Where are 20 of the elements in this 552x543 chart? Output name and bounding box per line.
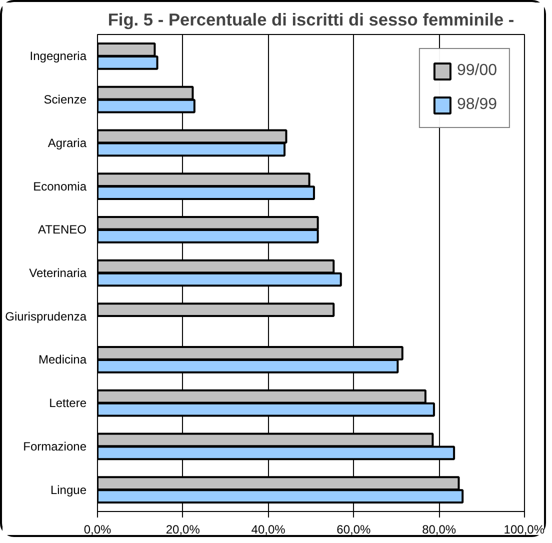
- legend-label: 98/99: [456, 96, 497, 114]
- y-tick-label: Lettere: [49, 396, 87, 410]
- y-tick-label: Medicina: [38, 352, 87, 367]
- y-tick-label: Veterinaria: [29, 266, 87, 280]
- y-tick-label: Agraria: [48, 136, 87, 150]
- y-tick-label: Economia: [33, 179, 87, 194]
- chart-title: Fig. 5 - Percentuale di iscritti di sesso femminile -: [108, 10, 514, 30]
- x-tick-label: 60,0%: [336, 522, 372, 536]
- y-tick-label: Giurisprudenza: [5, 309, 87, 324]
- x-tick-label: 40,0%: [251, 522, 286, 536]
- y-tick-label: Ingegneria: [30, 49, 87, 64]
- x-tick-label: 100,0%: [504, 522, 545, 536]
- y-tick-label: Lingue: [50, 482, 87, 497]
- legend-label: 99/00: [456, 62, 497, 80]
- y-tick-label: Formazione: [23, 439, 87, 454]
- x-tick-label: 0,0%: [84, 522, 112, 536]
- y-tick-label: ATENEO: [38, 222, 86, 237]
- x-tick-label: 80,0%: [422, 522, 456, 536]
- x-tick-label: 20,0%: [166, 522, 200, 536]
- y-tick-label: Scienze: [44, 92, 87, 107]
